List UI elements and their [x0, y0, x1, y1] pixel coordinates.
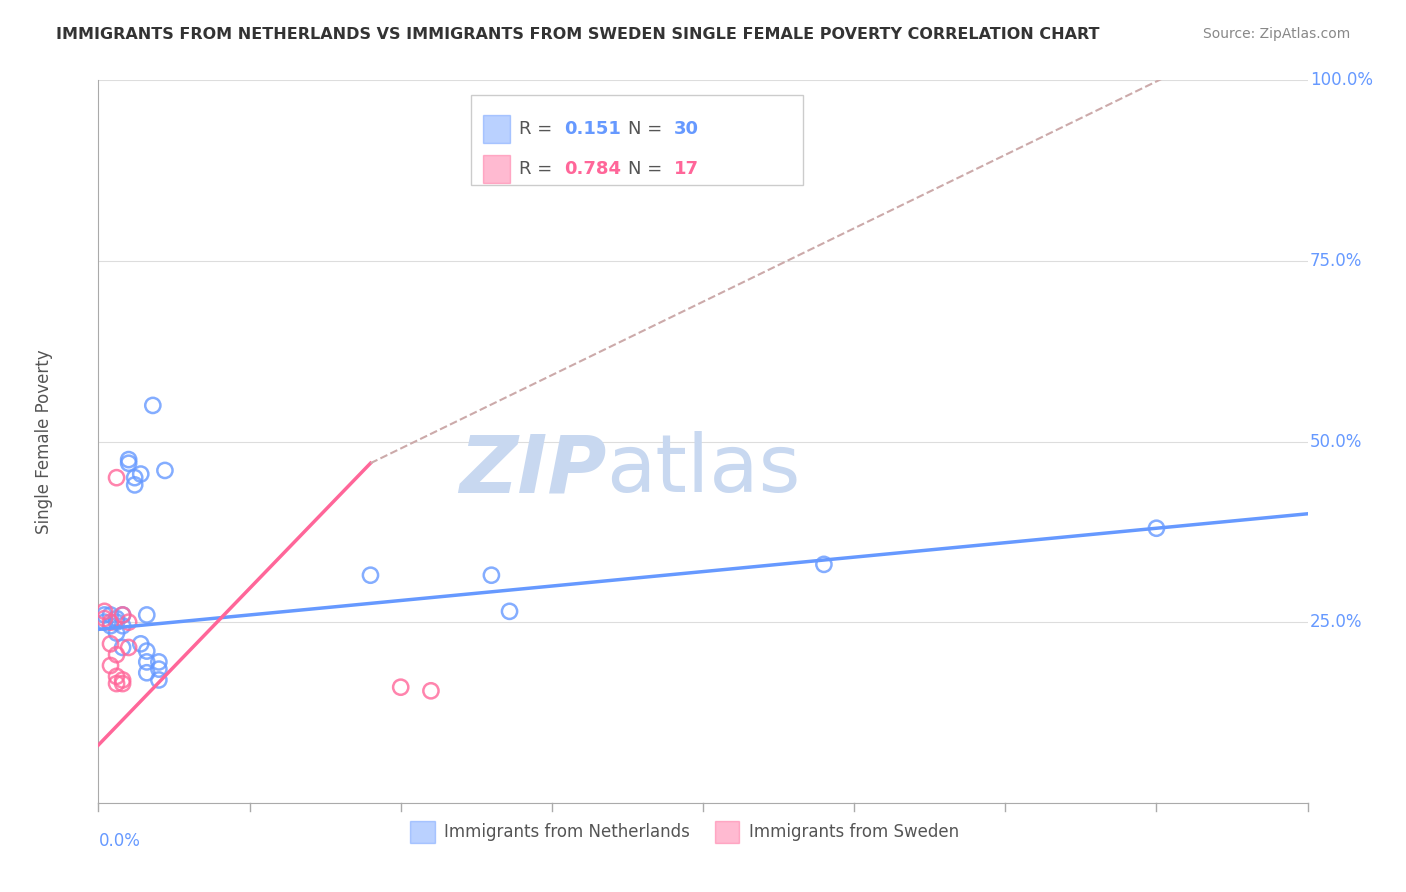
Text: Single Female Poverty: Single Female Poverty: [35, 350, 53, 533]
FancyBboxPatch shape: [482, 155, 509, 183]
Point: [124, 478, 146, 492]
Text: ZIP: ZIP: [458, 432, 606, 509]
Point: [360, 568, 382, 582]
Point: [111, 607, 134, 622]
Text: Immigrants from Sweden: Immigrants from Sweden: [749, 822, 959, 840]
Text: 75.0%: 75.0%: [1310, 252, 1362, 270]
Text: Immigrants from Netherlands: Immigrants from Netherlands: [444, 822, 690, 840]
Point: [148, 662, 170, 676]
Point: [118, 640, 141, 655]
Point: [111, 619, 134, 633]
Point: [111, 607, 134, 622]
Point: [93, 604, 115, 618]
Point: [93, 607, 115, 622]
Point: [105, 626, 128, 640]
Point: [111, 673, 134, 687]
FancyBboxPatch shape: [716, 821, 740, 843]
Point: [100, 619, 122, 633]
FancyBboxPatch shape: [411, 821, 434, 843]
Point: [148, 655, 170, 669]
Text: N =: N =: [628, 160, 668, 178]
Point: [100, 607, 122, 622]
Point: [100, 615, 122, 630]
Point: [118, 452, 141, 467]
Text: 100.0%: 100.0%: [1310, 71, 1374, 89]
Point: [135, 607, 157, 622]
Text: 0.0%: 0.0%: [98, 831, 141, 850]
Point: [129, 637, 152, 651]
Point: [481, 568, 503, 582]
Point: [153, 463, 176, 477]
Point: [93, 615, 115, 630]
Point: [111, 676, 134, 690]
Point: [105, 470, 128, 484]
Text: R =: R =: [519, 160, 558, 178]
Text: 0.784: 0.784: [564, 160, 621, 178]
Point: [105, 615, 128, 630]
Text: N =: N =: [628, 120, 668, 138]
Point: [498, 604, 520, 618]
Point: [105, 648, 128, 662]
Point: [105, 669, 128, 683]
Text: IMMIGRANTS FROM NETHERLANDS VS IMMIGRANTS FROM SWEDEN SINGLE FEMALE POVERTY CORR: IMMIGRANTS FROM NETHERLANDS VS IMMIGRANT…: [56, 27, 1099, 42]
Point: [135, 655, 157, 669]
Point: [129, 467, 152, 481]
Point: [813, 558, 835, 572]
Point: [118, 615, 141, 630]
FancyBboxPatch shape: [471, 95, 803, 185]
Point: [100, 658, 122, 673]
Point: [389, 680, 412, 694]
Point: [93, 611, 115, 625]
FancyBboxPatch shape: [482, 115, 509, 143]
Point: [135, 644, 157, 658]
Text: 25.0%: 25.0%: [1310, 613, 1362, 632]
Text: 0.151: 0.151: [564, 120, 621, 138]
Point: [135, 665, 157, 680]
Point: [100, 637, 122, 651]
Text: R =: R =: [519, 120, 558, 138]
Point: [124, 470, 146, 484]
Point: [420, 683, 443, 698]
Text: 17: 17: [673, 160, 699, 178]
Point: [111, 640, 134, 655]
Point: [105, 676, 128, 690]
Point: [105, 611, 128, 625]
Text: 30: 30: [673, 120, 699, 138]
Text: 50.0%: 50.0%: [1310, 433, 1362, 450]
Point: [118, 456, 141, 470]
Text: Source: ZipAtlas.com: Source: ZipAtlas.com: [1202, 27, 1350, 41]
Point: [1144, 521, 1167, 535]
Point: [148, 673, 170, 687]
Point: [142, 398, 165, 412]
Text: atlas: atlas: [606, 432, 800, 509]
